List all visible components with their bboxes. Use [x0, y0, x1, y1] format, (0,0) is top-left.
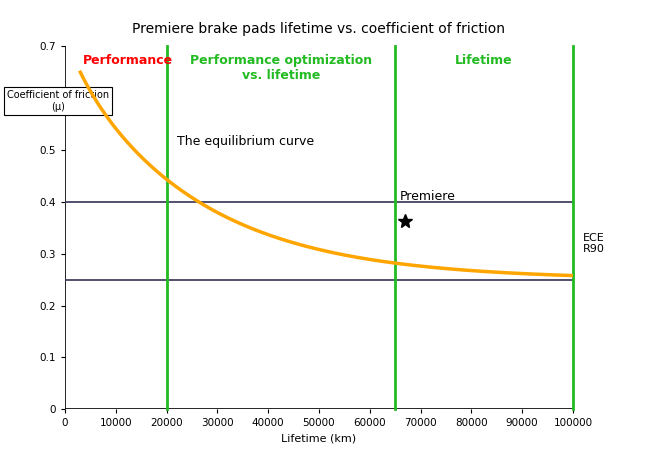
Text: The equilibrium curve: The equilibrium curve [177, 134, 314, 147]
X-axis label: Lifetime (km): Lifetime (km) [281, 434, 357, 444]
Text: Coefficient of friction
(μ): Coefficient of friction (μ) [7, 90, 109, 112]
Text: Premiere: Premiere [400, 190, 456, 203]
Text: Lifetime: Lifetime [455, 54, 513, 67]
Text: Performance optimization
vs. lifetime: Performance optimization vs. lifetime [190, 54, 372, 82]
Text: ECE
R90: ECE R90 [583, 232, 605, 254]
Title: Premiere brake pads lifetime vs. coefficient of friction: Premiere brake pads lifetime vs. coeffic… [133, 21, 505, 36]
Text: Performance: Performance [83, 54, 173, 67]
